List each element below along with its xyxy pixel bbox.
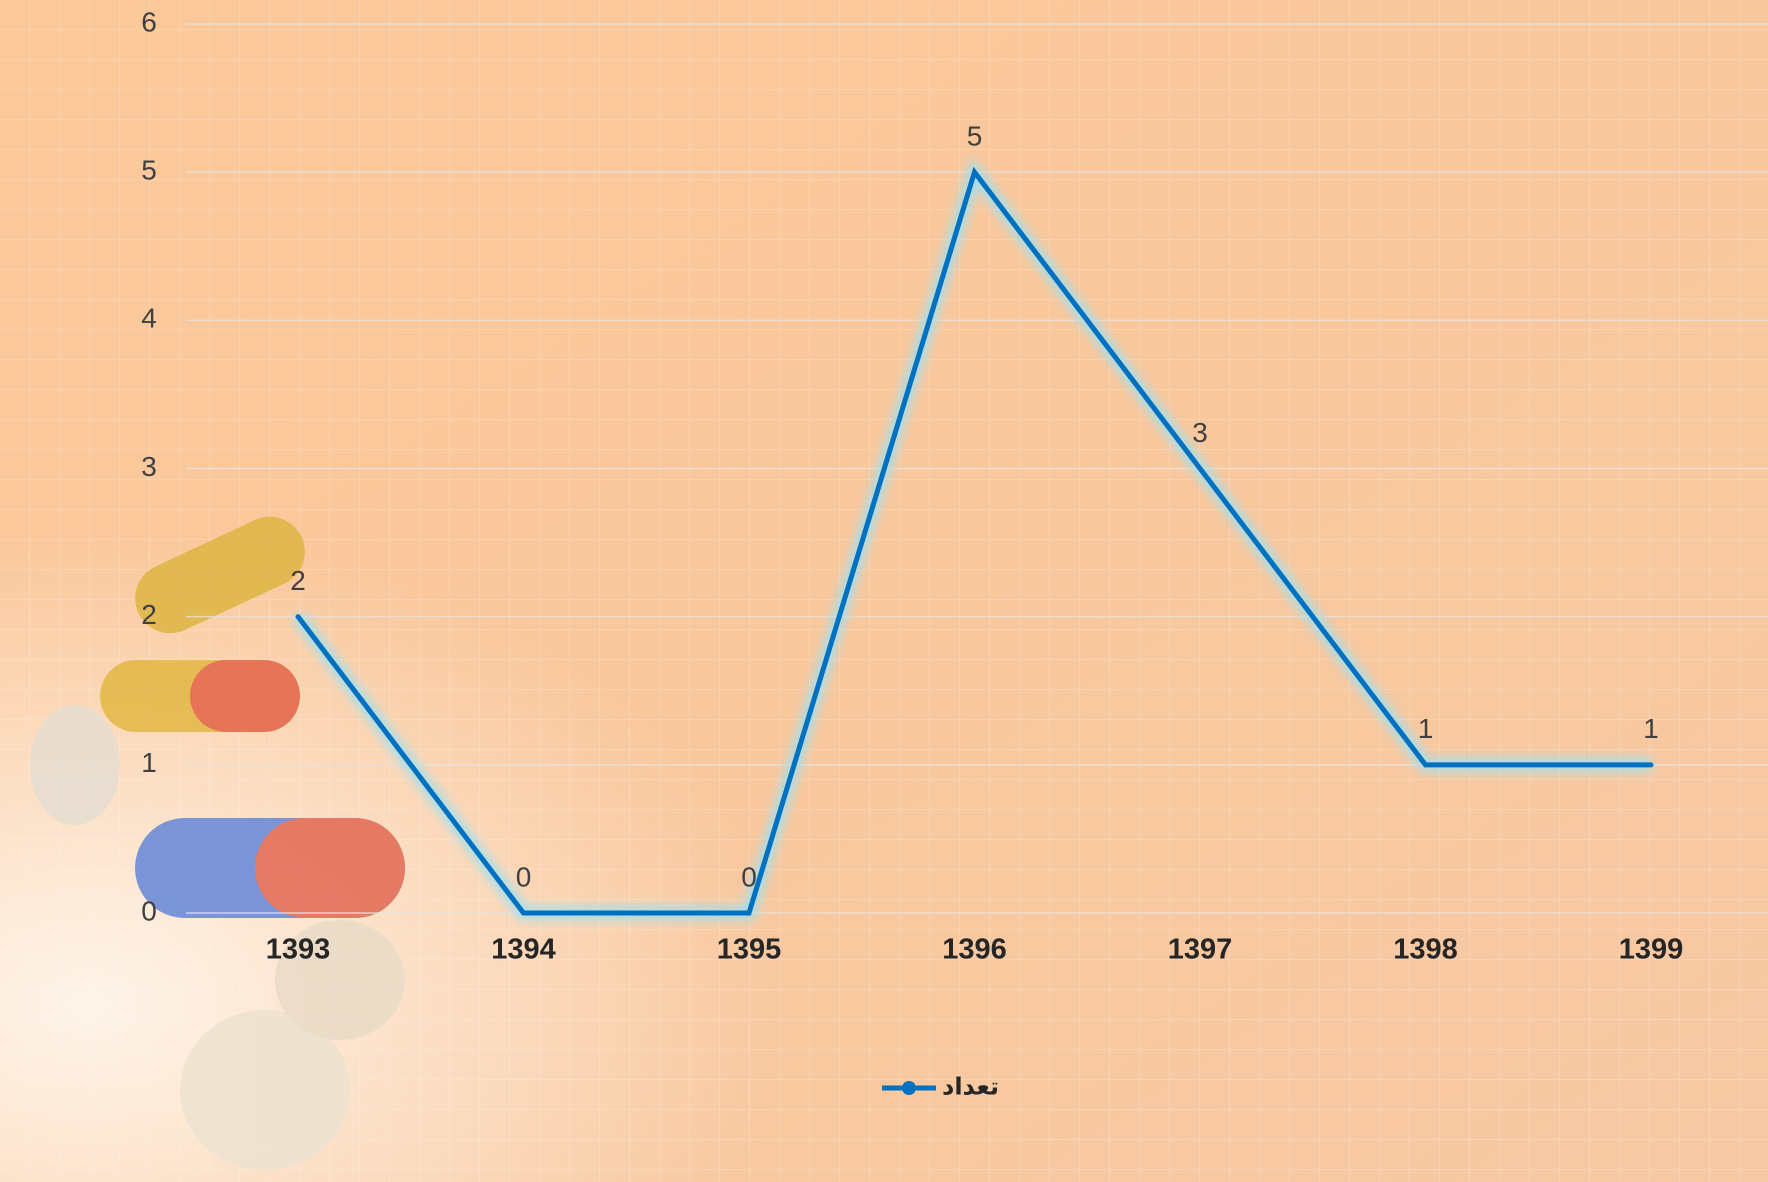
y-tick-label: 1	[141, 747, 157, 778]
x-tick-label: 1395	[717, 934, 782, 966]
data-label: 2	[290, 565, 306, 596]
y-tick-label: 3	[141, 451, 157, 482]
x-tick-label: 1397	[1168, 934, 1233, 966]
y-tick-label: 0	[141, 895, 157, 926]
x-tick-label: 1396	[942, 934, 1007, 966]
data-label: 1	[1643, 713, 1659, 744]
legend-marker	[902, 1081, 916, 1095]
y-tick-label: 4	[141, 303, 157, 334]
series-line	[295, 166, 1654, 916]
x-tick-label: 1394	[491, 934, 556, 966]
x-tick-label: 1393	[266, 934, 331, 966]
x-tick-label: 1399	[1619, 934, 1684, 966]
data-label: 1	[1418, 713, 1434, 744]
data-label: 0	[741, 861, 757, 892]
pill-decoration	[30, 516, 405, 1170]
data-label: 3	[1192, 417, 1208, 448]
y-tick-label: 5	[141, 155, 157, 186]
y-tick-label: 6	[141, 6, 157, 37]
x-tick-label: 1398	[1393, 934, 1458, 966]
data-label: 0	[516, 861, 532, 892]
data-label: 5	[967, 121, 983, 152]
legend-label: تعداد	[942, 1073, 999, 1100]
y-tick-label: 2	[141, 599, 157, 630]
